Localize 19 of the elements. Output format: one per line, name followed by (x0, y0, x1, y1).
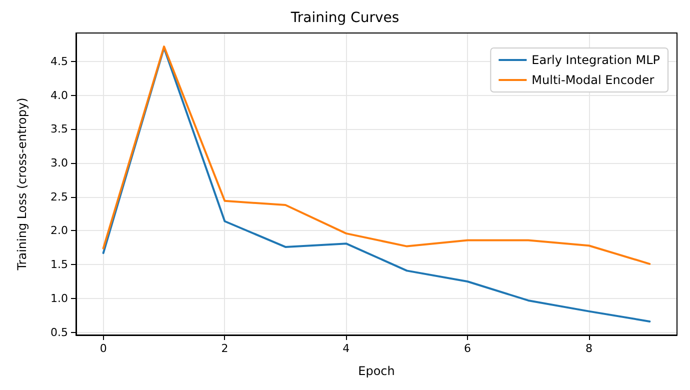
x-axis-title: Epoch (358, 364, 395, 378)
x-tick-label: 6 (464, 342, 472, 355)
legend-label: Early Integration MLP (532, 53, 660, 67)
chart-title: Training Curves (290, 10, 400, 26)
x-tick-label: 0 (100, 342, 107, 355)
x-tick-label: 2 (221, 342, 228, 355)
x-tick-label: 8 (585, 342, 592, 355)
y-tick-label: 2.5 (50, 190, 68, 204)
y-tick-label: 2.0 (50, 224, 68, 238)
x-tick-label: 4 (342, 342, 350, 355)
y-tick-label: 4.5 (50, 54, 68, 68)
legend-label: Multi-Modal Encoder (532, 73, 654, 87)
y-tick-label: 1.5 (50, 258, 68, 272)
y-axis-title: Training Loss (cross-entropy) (15, 98, 29, 272)
y-tick-label: 1.0 (50, 292, 68, 305)
y-tick-label: 3.5 (50, 122, 68, 136)
y-tick-label: 0.5 (50, 326, 68, 339)
y-tick-label: 4.0 (50, 88, 68, 102)
y-tick-label: 3.0 (50, 156, 68, 170)
